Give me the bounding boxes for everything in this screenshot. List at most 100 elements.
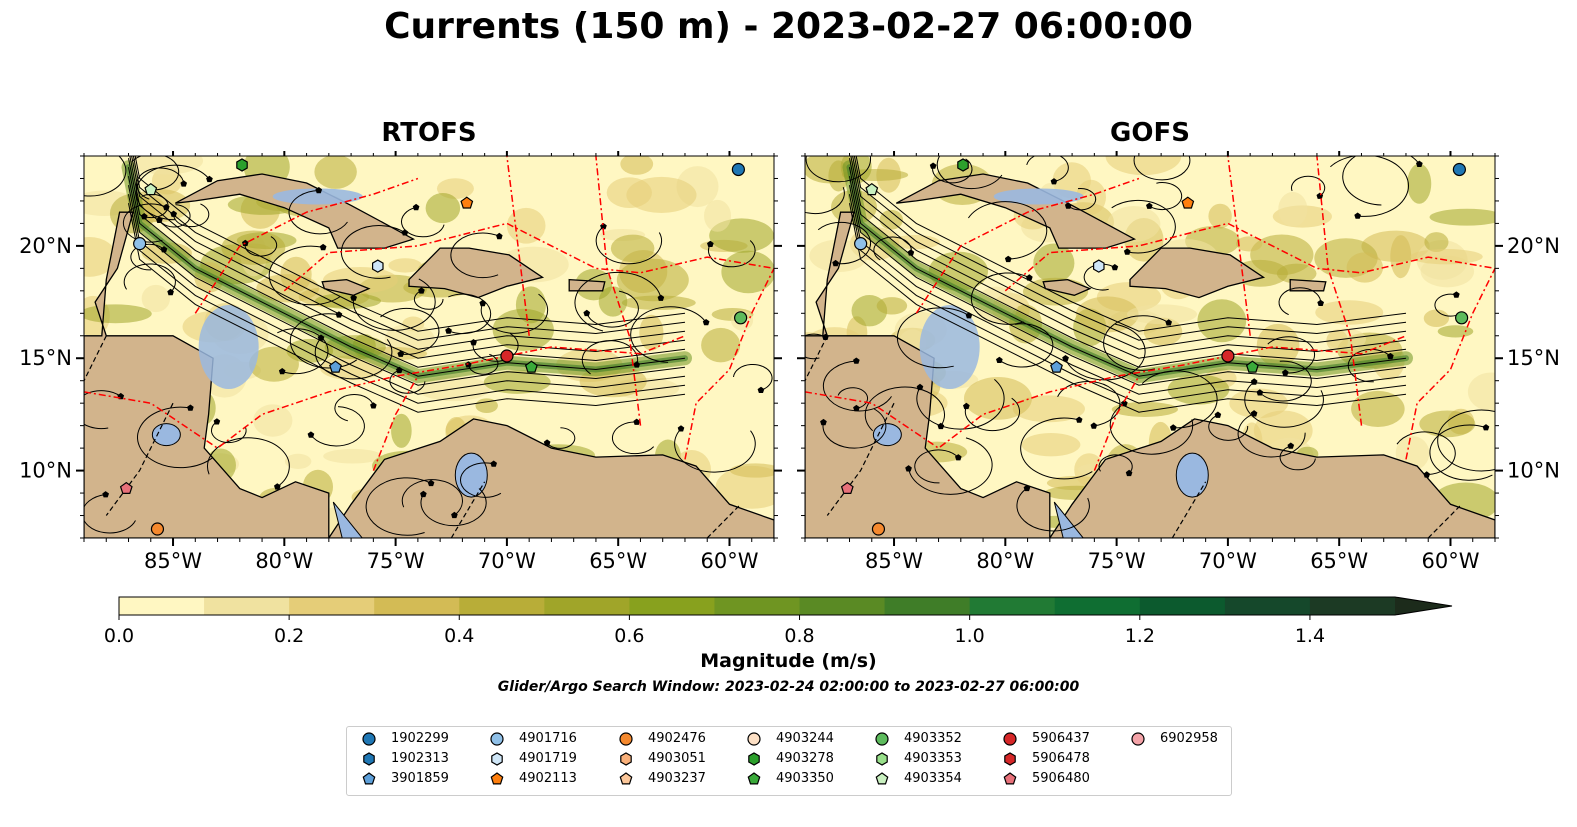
land-cuba <box>174 173 416 249</box>
streamline-arrow <box>1146 202 1153 209</box>
speed-patch <box>314 156 357 189</box>
panel-title-gofs: GOFS <box>1110 118 1190 148</box>
speed-patch <box>1143 317 1183 346</box>
colorbar-tick-label: 0.4 <box>444 625 474 647</box>
lon-tick-label: 80°W <box>255 549 313 573</box>
streamline <box>852 156 1407 350</box>
streamline-arrow <box>807 145 814 151</box>
speed-patch <box>492 308 554 351</box>
country-border <box>1171 481 1207 538</box>
legend-marker-shape <box>619 732 633 746</box>
legend-marker-circle-icon <box>490 732 504 746</box>
streamline-arrow <box>140 213 148 220</box>
streamline <box>1098 454 1133 474</box>
search-window-note: Glider/Argo Search Window: 2023-02-24 02… <box>497 679 1080 695</box>
streamline <box>334 394 374 422</box>
streamline-arrow <box>451 511 458 519</box>
float-marker-4901719 <box>372 259 384 273</box>
streamline <box>310 406 365 447</box>
colorbar-segment <box>969 597 1056 615</box>
speed-patch <box>701 327 741 363</box>
eez-boundary <box>1004 222 1495 292</box>
country-border <box>450 481 486 538</box>
speed-patch <box>221 230 286 265</box>
legend-label: 5906437 <box>1032 731 1090 746</box>
speed-patch <box>141 284 171 313</box>
streamline <box>401 479 463 516</box>
streamline <box>123 263 176 293</box>
legend-label: 4903353 <box>904 751 962 766</box>
streamline-arrow <box>156 216 163 223</box>
streamline <box>128 203 686 413</box>
speed-patch <box>704 199 732 232</box>
streamline-arrow <box>102 491 109 498</box>
legend-label: 4901716 <box>519 731 577 746</box>
streamline-arrow <box>963 402 970 410</box>
streamline <box>380 307 440 355</box>
streamline-arrow <box>822 333 829 340</box>
lake-maracaibo <box>1175 452 1209 498</box>
float-marker-4903354 <box>144 182 158 196</box>
colorbar-segment <box>799 597 886 615</box>
lon-tick-label: 70°W <box>1199 549 1257 573</box>
legend-marker-shape <box>1131 732 1145 746</box>
land-hispaniola <box>1129 247 1266 299</box>
legend-label: 1902299 <box>391 731 449 746</box>
shelf-mosquito <box>198 305 259 389</box>
streamline-arrow <box>1169 424 1177 431</box>
streamline <box>1396 431 1456 476</box>
land-puerto-rico <box>568 278 606 292</box>
eez-boundary <box>283 222 774 292</box>
streamline <box>467 353 499 375</box>
streamline <box>1083 263 1116 291</box>
streamline <box>268 245 341 306</box>
streamline-arrow <box>1125 469 1133 477</box>
streamline <box>1020 417 1093 480</box>
streamline <box>849 158 1407 368</box>
legend-label: 4903051 <box>648 751 706 766</box>
streamline <box>1429 424 1493 481</box>
speed-patch <box>388 258 422 273</box>
streamline-arrow <box>853 357 860 364</box>
float-marker-4902113 <box>460 196 474 209</box>
speed-patch <box>610 234 655 263</box>
streamline-arrow <box>51 168 58 174</box>
speed-patch <box>253 404 293 437</box>
streamline-arrow <box>420 490 427 498</box>
float-marker-1902299 <box>731 162 745 177</box>
streamline <box>1437 409 1495 472</box>
speed-patch <box>1236 236 1263 252</box>
legend-label: 4903244 <box>776 731 834 746</box>
legend-marker-circle-icon <box>875 732 889 746</box>
speed-patch <box>128 156 204 175</box>
speed-patch <box>1105 156 1182 176</box>
streamline-arrow <box>853 404 860 412</box>
legend-marker-hexagon-icon <box>876 752 888 766</box>
eez-boundary <box>1093 375 1140 471</box>
speed-patch <box>1021 432 1081 457</box>
streamline-arrow <box>206 175 213 183</box>
streamline-arrow <box>315 187 323 194</box>
streamline-arrow <box>350 294 357 301</box>
legend-marker-shape <box>362 772 376 785</box>
lat-tick-label: 20°N <box>1507 234 1560 258</box>
streamline-arrow <box>600 223 607 230</box>
streamline <box>822 408 887 449</box>
streamline <box>1065 323 1146 381</box>
speed-patch <box>616 258 689 302</box>
legend-marker-shape <box>876 752 888 766</box>
streamline-arrow <box>427 479 435 487</box>
float-marker-3901859 <box>1050 360 1063 373</box>
lon-tick-label: 75°W <box>367 549 425 573</box>
streamline-arrow <box>370 402 377 409</box>
colorbar-tick-label: 1.4 <box>1295 625 1325 647</box>
country-border <box>105 402 174 516</box>
streamline <box>586 290 639 328</box>
lon-tick-label: 65°W <box>1310 549 1368 573</box>
streamline <box>1342 156 1420 206</box>
streamline <box>936 156 1003 190</box>
streamline-arrow <box>307 431 315 438</box>
colorbar-tick-label: 0.2 <box>274 625 304 647</box>
streamline <box>128 158 686 368</box>
speed-patch <box>1167 374 1230 405</box>
